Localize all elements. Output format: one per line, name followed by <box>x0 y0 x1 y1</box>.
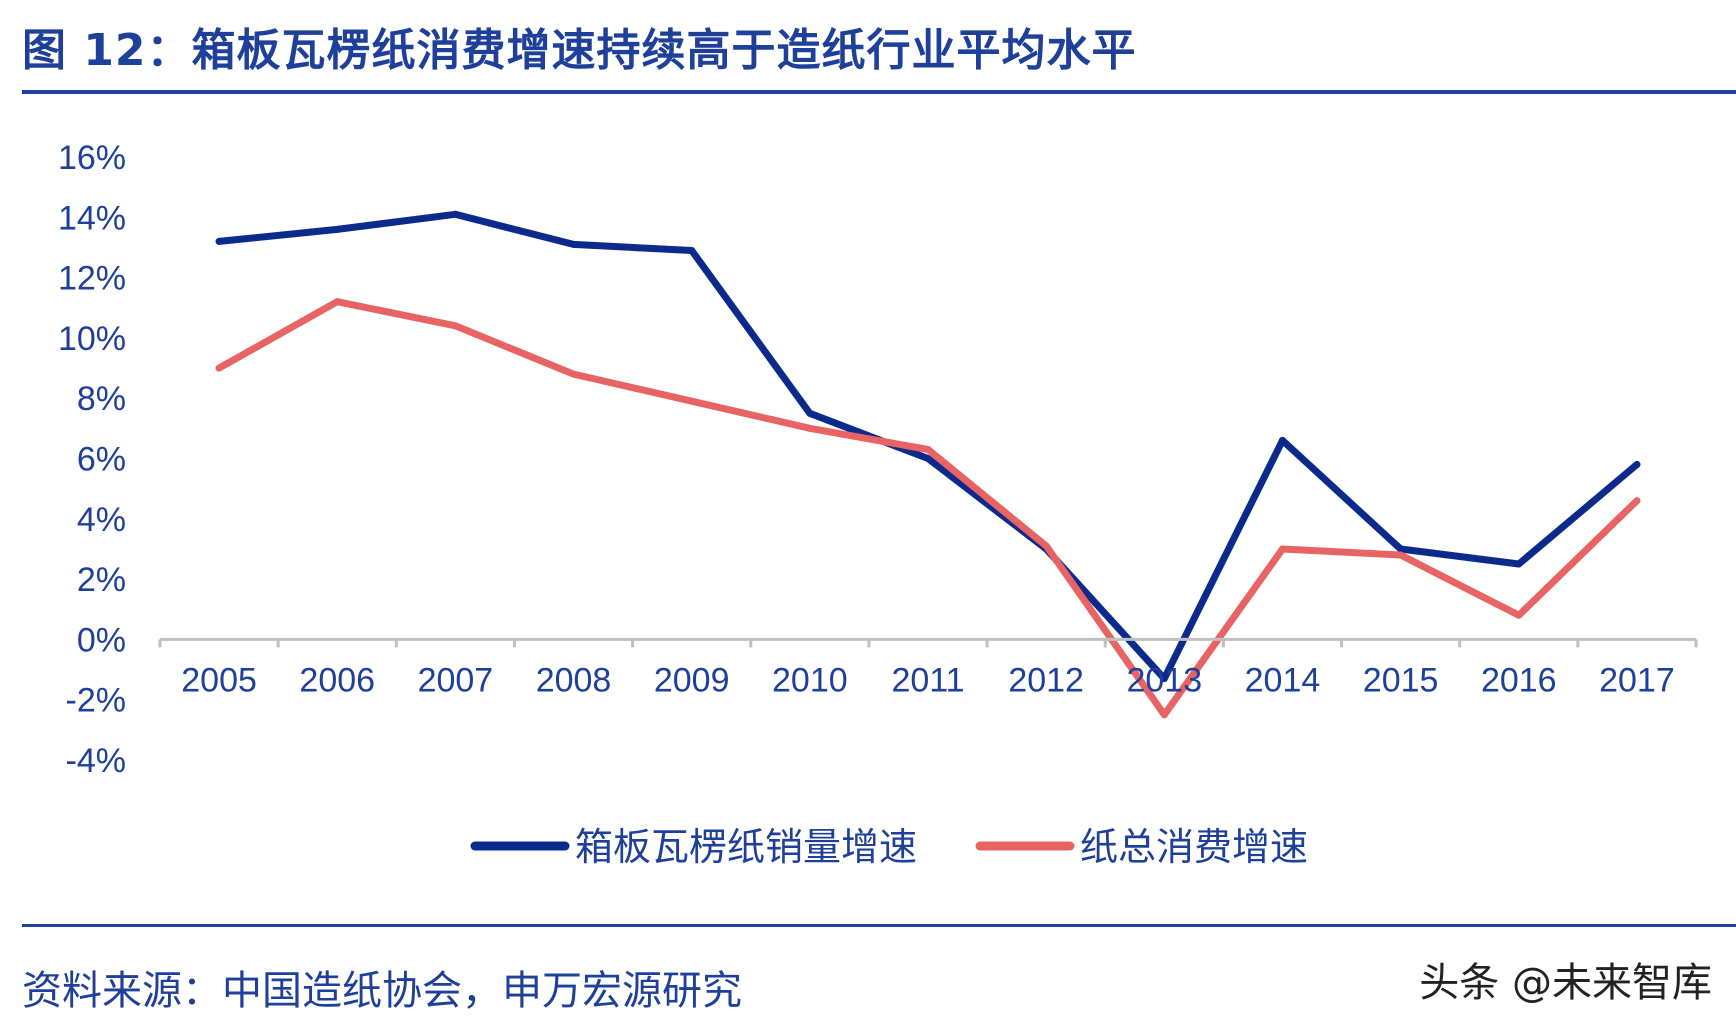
x-tick-label: 2009 <box>654 661 730 699</box>
data-point <box>924 445 932 453</box>
data-point <box>1160 675 1168 683</box>
data-point <box>451 322 459 330</box>
x-tick-label: 2008 <box>536 661 612 699</box>
y-tick-label: 12% <box>58 260 126 298</box>
series-layer <box>215 210 1641 719</box>
data-point <box>1278 436 1286 444</box>
data-point <box>451 210 459 218</box>
data-point <box>1160 711 1168 719</box>
legend-label: 纸总消费增速 <box>1080 825 1308 869</box>
data-point <box>1278 545 1286 553</box>
y-tick-label: 10% <box>58 320 126 358</box>
data-point <box>688 397 696 405</box>
x-tick-label: 2012 <box>1008 661 1084 699</box>
data-point <box>1397 551 1405 559</box>
data-point <box>570 370 578 378</box>
data-point <box>1515 611 1523 619</box>
data-point <box>570 240 578 248</box>
watermark: 头条 @未来智库 <box>1419 960 1712 1006</box>
data-point <box>333 298 341 306</box>
data-point <box>806 424 814 432</box>
data-point <box>1633 461 1641 469</box>
series-line-2 <box>215 298 1641 719</box>
y-tick-label: 8% <box>77 380 126 418</box>
x-tick-label: 2014 <box>1245 661 1321 699</box>
x-tick-label: 2016 <box>1481 661 1557 699</box>
x-tick-label: 2017 <box>1599 661 1675 699</box>
y-tick-label: 4% <box>77 501 126 539</box>
data-point <box>215 237 223 245</box>
data-point <box>215 364 223 372</box>
y-tick-label: 0% <box>77 621 126 659</box>
legend-label: 箱板瓦楞纸销量增速 <box>575 825 917 869</box>
title-divider <box>22 90 1736 94</box>
x-tick-label: 2011 <box>891 661 964 699</box>
x-tick-label: 2013 <box>1126 661 1202 699</box>
source-note: 资料来源：中国造纸协会，申万宏源研究 <box>22 968 742 1014</box>
x-tick-label: 2006 <box>299 661 375 699</box>
line-chart: -4% -2% 0% 2% 4% 6% 8% 10% 12% 14% 16% 箱板瓦楞纸销量增速 纸总… <box>58 139 1698 869</box>
x-tick-label: 2015 <box>1363 661 1439 699</box>
page-title: 图 12：箱板瓦楞纸消费增速持续高于造纸行业平均水平 <box>22 25 1137 76</box>
x-tick-label: 2007 <box>418 661 494 699</box>
data-point <box>1515 560 1523 568</box>
x-axis: 2005 2006 2007 2008 2009 2010 2011 2012 2013 2014… <box>158 637 1698 699</box>
data-point <box>1042 542 1050 550</box>
data-point <box>1397 545 1405 553</box>
y-axis: -4% -2% 0% 2% 4% 6% 8% 10% 12% 14% 16% <box>58 139 126 780</box>
y-tick-label: 14% <box>58 199 126 237</box>
legend: 箱板瓦楞纸销量增速 纸总消费增速 <box>470 825 1308 869</box>
y-tick-label: 2% <box>77 561 126 599</box>
data-point <box>924 455 932 462</box>
x-tick-label: 2005 <box>181 661 257 699</box>
y-tick-label: 16% <box>58 139 126 177</box>
data-point <box>688 246 696 254</box>
y-tick-label: 6% <box>77 441 126 479</box>
y-tick-label: -4% <box>66 742 126 780</box>
x-tick-label: 2010 <box>772 661 848 699</box>
footer-divider <box>22 924 1736 927</box>
data-point <box>806 409 814 417</box>
data-point <box>1633 497 1641 505</box>
y-tick-label: -2% <box>66 682 126 720</box>
data-point <box>333 225 341 233</box>
